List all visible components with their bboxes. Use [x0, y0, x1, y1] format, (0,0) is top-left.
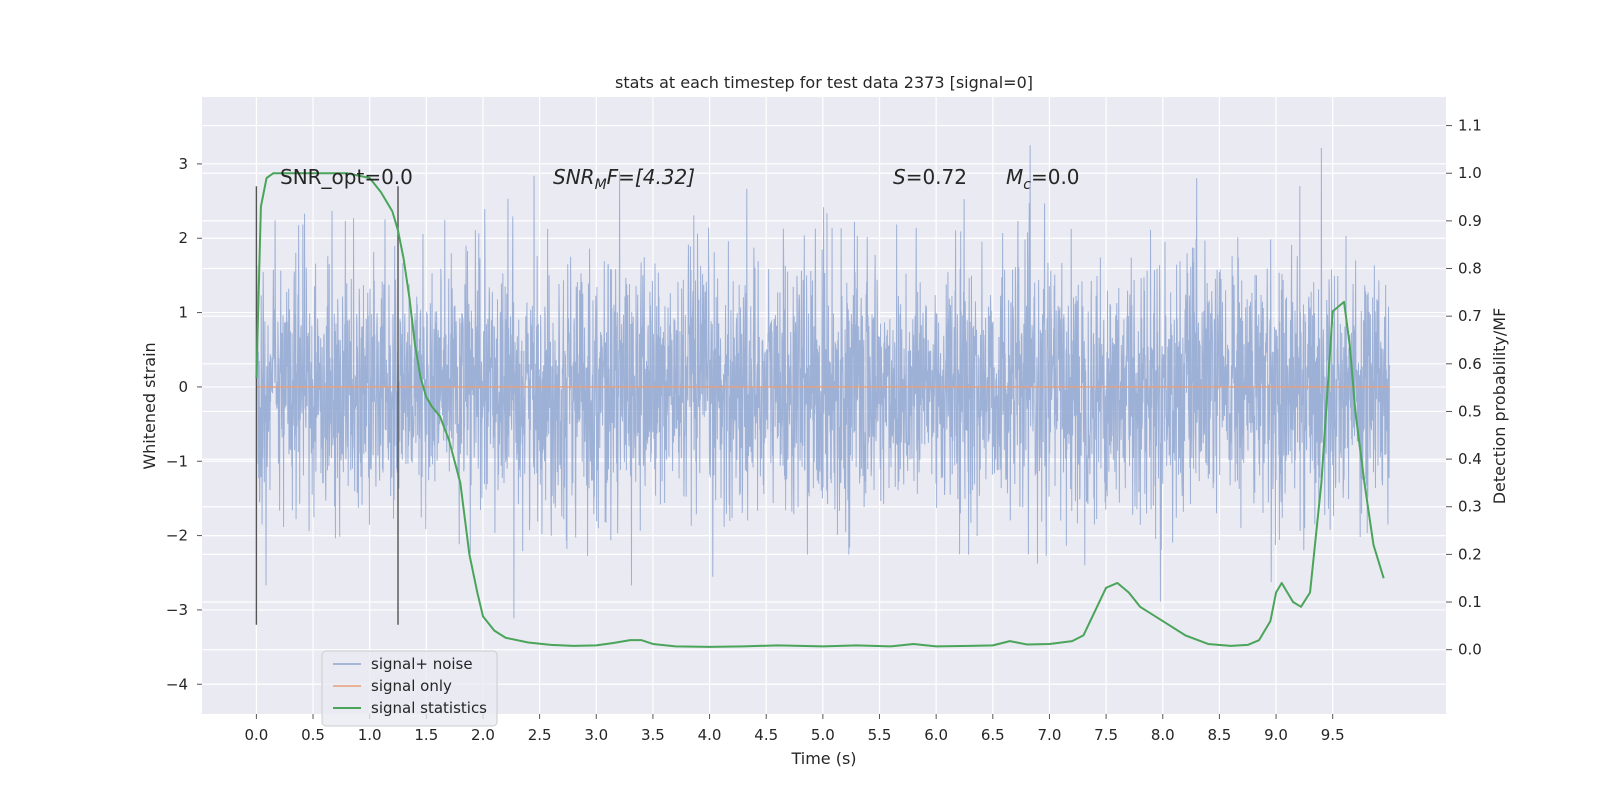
y-tick-label: 0 [178, 378, 188, 396]
annotation-s-rest: =0.72 [906, 165, 967, 189]
y-axis-ticks: 3 2 1 0 −1 −2 −3 −4 [166, 155, 202, 693]
x-tick-label: 9.0 [1264, 726, 1288, 744]
x-tick-label: 7.0 [1038, 726, 1062, 744]
legend-label-signal-noise: signal+ noise [371, 655, 473, 673]
x-tick-label: 5.0 [811, 726, 835, 744]
annotation-snr-mf-rest: F=[4.32] [607, 165, 695, 189]
y2-tick-label: 0.9 [1458, 212, 1482, 230]
y-tick-label: −3 [166, 601, 188, 619]
y-axis-label: Whitened strain [140, 342, 159, 469]
y2-axis-ticks: 1.1 1.0 0.9 0.8 0.7 0.6 0.5 0.4 0.3 0.2 0.1 0.0 [1446, 117, 1482, 659]
y2-tick-label: 0.1 [1458, 593, 1482, 611]
y2-tick-label: 1.0 [1458, 164, 1482, 182]
x-tick-label: 3.0 [584, 726, 608, 744]
y-tick-label: −1 [166, 452, 188, 470]
x-tick-label: 1.0 [358, 726, 382, 744]
series-signal-noise-line [255, 145, 1390, 619]
x-tick-label: 9.5 [1321, 726, 1345, 744]
legend-box [321, 650, 498, 727]
annotation-mc: Mc=0.0 [1006, 165, 1080, 193]
y-tick-label: 1 [178, 304, 188, 322]
legend: signal+ noise signal only signal statist… [321, 650, 498, 727]
legend-label-signal-only: signal only [371, 677, 452, 695]
y2-axis-label: Detection probability/MF [1490, 308, 1509, 505]
x-tick-label: 8.5 [1207, 726, 1231, 744]
y-tick-label: −4 [166, 675, 188, 693]
annotation-snr-mf-sub: M [595, 177, 607, 193]
chart-title: stats at each timestep for test data 237… [615, 73, 1033, 92]
series-signal-statistics-line [255, 172, 1385, 648]
vertical-markers [255, 186, 399, 625]
y2-tick-label: 0.7 [1458, 307, 1482, 325]
annotation-mc-rest: =0.0 [1031, 165, 1080, 189]
x-tick-label: 2.0 [471, 726, 495, 744]
series-signal-noise [255, 145, 1390, 619]
x-tick-label: 0.5 [301, 726, 325, 744]
y-tick-label: 2 [178, 229, 188, 247]
y2-tick-label: 1.1 [1458, 117, 1482, 135]
annotation-mc-main: M [1006, 165, 1023, 189]
x-tick-label: 3.5 [641, 726, 665, 744]
y2-tick-label: 0.4 [1458, 450, 1482, 468]
x-tick-label: 6.0 [924, 726, 948, 744]
x-axis-ticks: 0.0 0.5 1.0 1.5 2.0 2.5 3.0 3.5 4.0 4.5 5.0 5.5 6.0 6… [244, 714, 1345, 744]
y-tick-label: −2 [166, 527, 188, 545]
annotation-snr-mf: SNRMF=[4.32] [553, 165, 695, 193]
annotation-mc-sub: c [1023, 177, 1031, 193]
y-tick-label: 3 [178, 155, 188, 173]
y2-tick-label: 0.3 [1458, 498, 1482, 516]
y2-tick-label: 0.5 [1458, 402, 1482, 420]
y2-tick-label: 0.6 [1458, 355, 1482, 373]
x-tick-label: 6.5 [981, 726, 1005, 744]
legend-label-signal-statistics: signal statistics [371, 699, 487, 717]
y2-tick-label: 0.2 [1458, 545, 1482, 563]
x-tick-label: 2.5 [528, 726, 552, 744]
x-tick-label: 5.5 [868, 726, 892, 744]
y2-tick-label: 0.0 [1458, 641, 1482, 659]
annotation-s: S=0.72 [893, 165, 967, 189]
annotation-snr-opt: SNR_opt=0.0 [280, 165, 413, 189]
x-tick-label: 8.0 [1151, 726, 1175, 744]
series-signal-statistics-layer [255, 172, 1385, 648]
x-tick-label: 4.0 [698, 726, 722, 744]
annotation-s-main: S [893, 165, 906, 189]
x-tick-label: 4.5 [754, 726, 778, 744]
x-axis-label: Time (s) [790, 749, 856, 768]
annotation-snr-mf-main: SNR [553, 165, 595, 189]
y2-tick-label: 0.8 [1458, 260, 1482, 278]
x-tick-label: 1.5 [414, 726, 438, 744]
x-tick-label: 7.5 [1094, 726, 1118, 744]
x-tick-label: 0.0 [244, 726, 268, 744]
annotations: SNR_opt=0.0 SNRMF=[4.32] S=0.72 Mc=0.0 [280, 165, 1080, 193]
